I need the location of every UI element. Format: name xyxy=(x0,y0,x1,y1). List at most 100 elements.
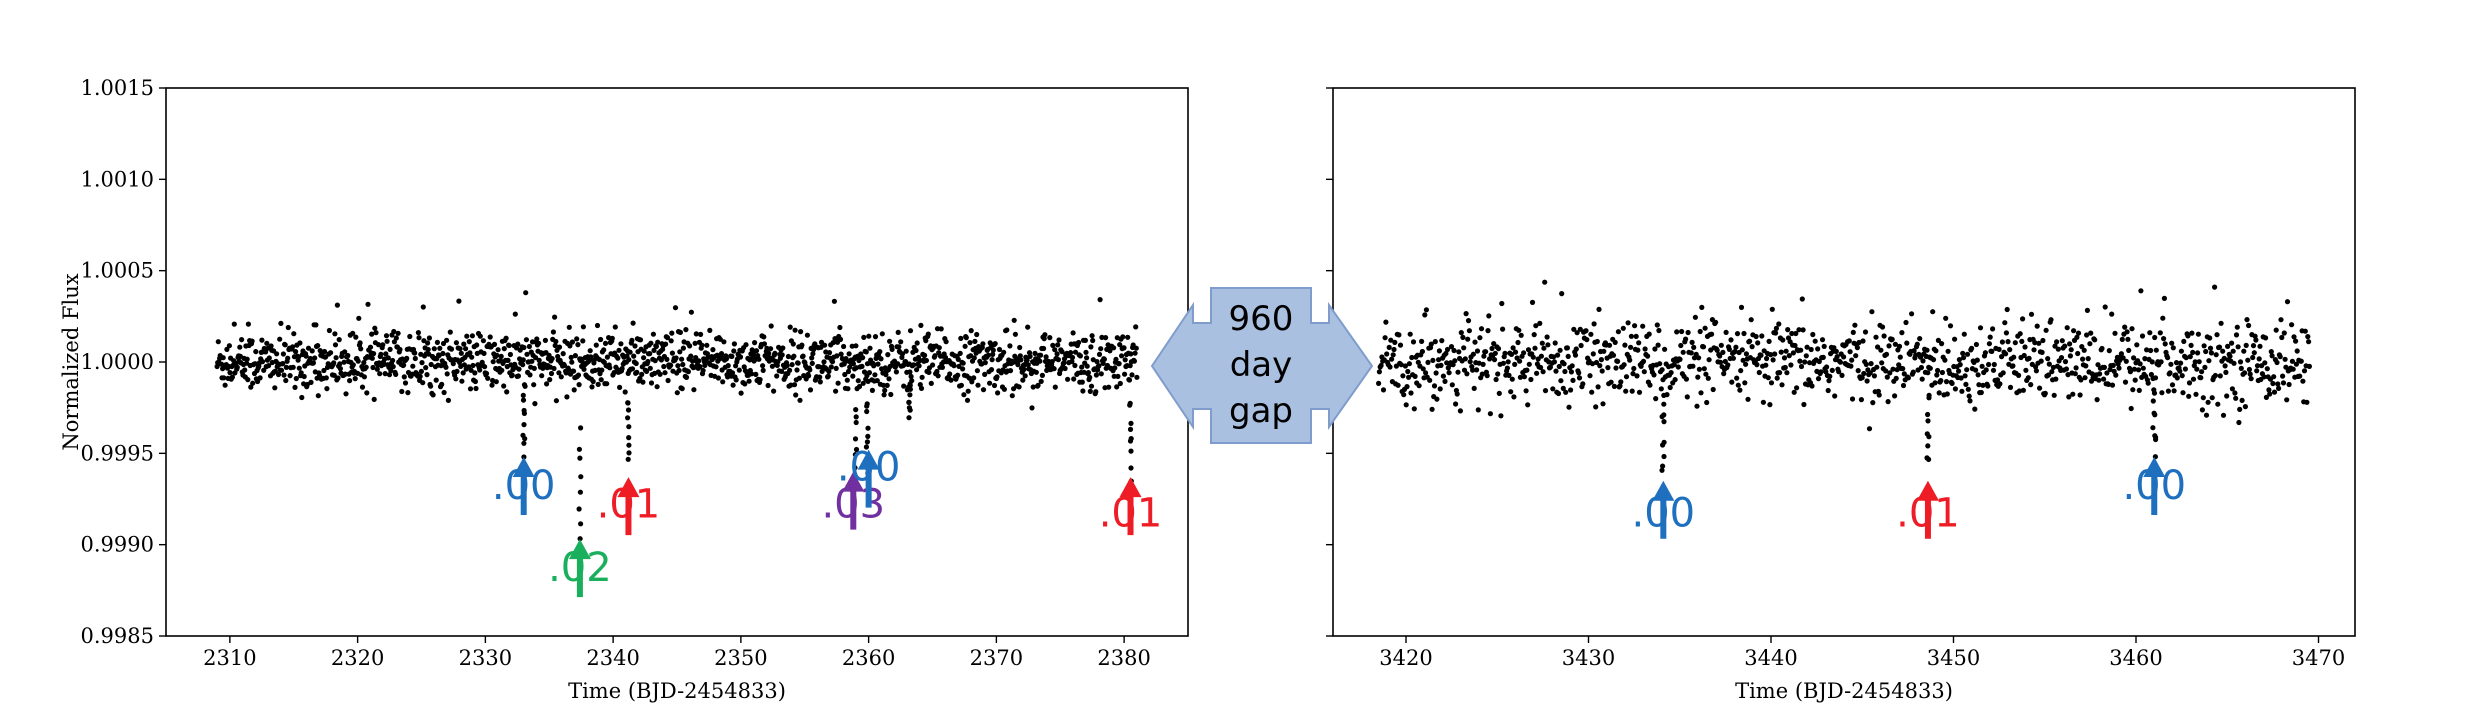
data-point xyxy=(580,324,587,330)
data-point xyxy=(1949,380,1955,386)
annotation-arrow-head xyxy=(512,456,535,477)
data-point xyxy=(960,366,966,372)
data-point xyxy=(938,326,944,332)
data-point xyxy=(1827,373,1833,379)
data-point xyxy=(2099,345,2105,352)
data-point xyxy=(539,373,545,379)
data-point xyxy=(1025,324,1031,330)
data-point xyxy=(2028,382,2034,388)
data-point xyxy=(2233,332,2240,338)
data-point xyxy=(886,376,892,382)
data-point xyxy=(1400,373,1406,379)
data-point xyxy=(2239,397,2245,403)
data-point xyxy=(797,397,803,403)
data-point xyxy=(1689,339,1695,345)
data-point xyxy=(1015,362,1021,368)
data-point xyxy=(731,341,738,347)
data-point xyxy=(456,298,462,304)
data-point xyxy=(567,343,573,349)
data-point xyxy=(930,362,936,368)
data-point xyxy=(677,349,683,355)
x-tick-label: 2340 xyxy=(586,646,639,670)
data-point xyxy=(826,350,833,356)
data-point xyxy=(2107,366,2113,373)
data-point xyxy=(1111,345,1117,351)
data-point xyxy=(1451,347,1457,354)
data-point xyxy=(1820,354,1826,360)
data-point xyxy=(2192,359,2198,365)
data-point xyxy=(2207,345,2214,351)
data-point xyxy=(274,351,280,357)
data-point xyxy=(914,367,920,373)
data-point xyxy=(731,348,737,354)
data-point xyxy=(386,372,393,378)
data-point xyxy=(2230,348,2236,354)
data-point xyxy=(2062,343,2068,349)
data-point xyxy=(345,352,351,359)
data-point xyxy=(859,363,865,369)
data-point xyxy=(698,331,704,337)
data-point xyxy=(1122,371,1128,377)
data-point xyxy=(1530,354,1536,360)
data-point xyxy=(1702,325,1708,331)
data-point xyxy=(1961,331,1967,337)
data-point xyxy=(531,382,537,388)
data-point xyxy=(1973,341,1979,348)
data-point xyxy=(2186,393,2192,399)
transit-annotation: .01 xyxy=(1099,477,1162,536)
data-point xyxy=(2109,311,2115,317)
data-point xyxy=(1020,377,1026,383)
data-point xyxy=(2277,354,2283,360)
data-point xyxy=(1785,327,1791,333)
transit-point xyxy=(853,414,859,420)
data-point xyxy=(632,343,638,349)
data-point xyxy=(730,382,736,388)
data-point xyxy=(879,331,885,337)
data-point xyxy=(1079,379,1085,385)
data-point xyxy=(668,362,674,368)
data-point xyxy=(837,324,843,331)
data-point xyxy=(955,372,961,378)
data-point xyxy=(830,340,836,346)
data-point xyxy=(2178,348,2184,354)
data-point xyxy=(1774,375,1780,381)
data-point xyxy=(2190,376,2197,382)
data-point xyxy=(501,346,507,352)
data-point xyxy=(2209,395,2215,401)
data-point xyxy=(1920,358,1926,364)
data-point xyxy=(1917,336,1923,342)
data-point xyxy=(2025,375,2031,381)
data-point xyxy=(2159,390,2165,396)
data-point xyxy=(1410,339,1417,345)
data-point xyxy=(515,373,522,379)
data-point xyxy=(1833,348,1839,354)
data-point xyxy=(1437,386,1443,392)
data-point xyxy=(2053,376,2059,382)
data-point xyxy=(534,336,540,342)
data-point xyxy=(1455,369,1461,375)
data-point xyxy=(1706,357,1712,363)
annotation-label: .00 xyxy=(492,463,556,509)
data-point xyxy=(1878,347,1884,353)
data-point xyxy=(2276,385,2282,391)
left-panel: 2310 2320 2330 2340 2350 2360 2370 23800.99850.… xyxy=(59,76,1189,703)
data-point xyxy=(1420,366,1426,372)
data-point xyxy=(336,337,342,343)
data-point xyxy=(866,370,873,376)
data-point xyxy=(1885,399,1891,405)
data-point xyxy=(359,384,366,390)
data-point xyxy=(507,351,513,358)
data-point xyxy=(1128,351,1134,357)
data-point xyxy=(922,352,928,358)
data-point xyxy=(1847,349,1853,355)
data-point xyxy=(2120,355,2126,361)
data-point xyxy=(2109,382,2116,388)
data-point xyxy=(361,374,367,380)
data-point xyxy=(1696,355,1702,361)
data-point xyxy=(965,388,971,394)
data-point xyxy=(2271,374,2277,380)
data-point xyxy=(1768,380,1775,386)
data-point xyxy=(1436,357,1442,363)
data-point xyxy=(1403,402,1409,408)
data-point xyxy=(784,363,790,369)
